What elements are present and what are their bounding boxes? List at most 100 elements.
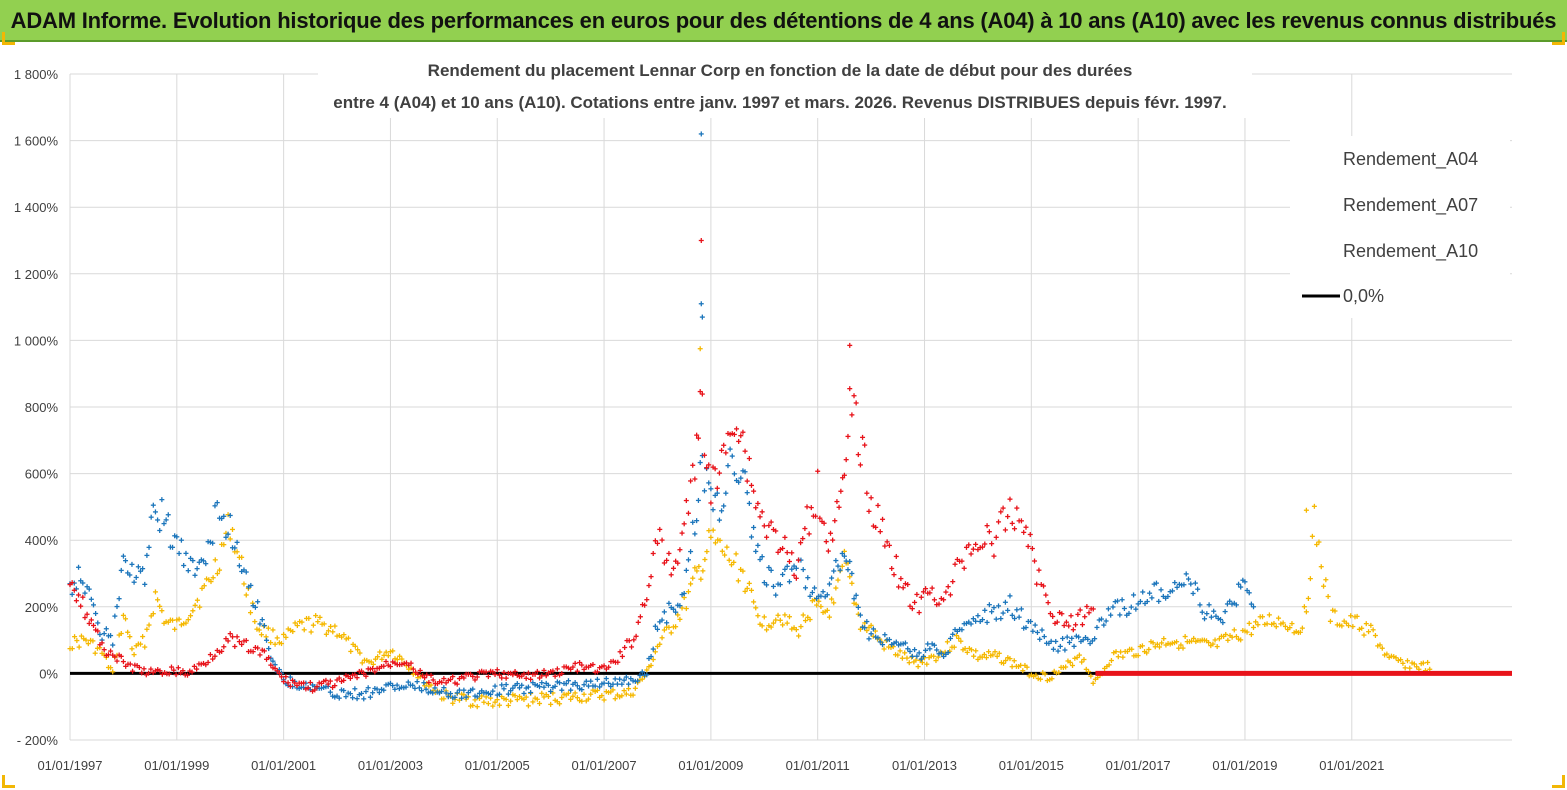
- data-point-rendement-a10: [574, 668, 580, 674]
- data-point-rendement-a07: [706, 480, 712, 486]
- data-point-rendement-a07: [266, 646, 272, 652]
- data-point-rendement-a07: [110, 642, 116, 648]
- data-point-rendement-a04: [217, 567, 223, 573]
- data-point-rendement-a10: [688, 478, 694, 484]
- data-point-rendement-a10: [896, 584, 902, 590]
- data-point-rendement-a10: [1082, 614, 1088, 620]
- data-point-rendement-a04: [800, 612, 806, 618]
- data-point-rendement-a04: [559, 695, 565, 701]
- data-point-rendement-a10: [968, 551, 974, 557]
- data-point-rendement-a04: [666, 624, 672, 630]
- data-point-rendement-a10: [840, 475, 846, 481]
- data-point-rendement-a04: [648, 662, 654, 668]
- data-point-rendement-a07: [1236, 581, 1242, 587]
- x-tick-label: 01/01/2015: [999, 758, 1064, 773]
- data-point-rendement-a07: [824, 592, 830, 598]
- data-point-rendement-a07: [697, 460, 703, 466]
- data-point-rendement-a04: [140, 634, 146, 640]
- data-point-rendement-a10: [823, 539, 829, 545]
- data-point-rendement-a10: [417, 667, 423, 673]
- data-point-rendement-a07: [80, 580, 86, 586]
- data-point-rendement-a10: [474, 674, 480, 680]
- data-point-rendement-a07: [719, 508, 725, 514]
- data-point-rendement-a04: [394, 657, 400, 663]
- data-point-rendement-a04: [557, 701, 563, 707]
- data-point-rendement-a07: [947, 635, 953, 641]
- data-point-rendement-a07: [606, 680, 612, 686]
- data-point-rendement-a10: [383, 659, 389, 665]
- data-point-rendement-a10: [916, 610, 922, 616]
- data-point-rendement-a10: [830, 537, 836, 543]
- data-point-rendement-a04: [565, 690, 571, 696]
- data-point-rendement-a07: [452, 694, 458, 700]
- data-point-rendement-a10: [679, 530, 685, 536]
- data-point-rendement-a07: [152, 509, 158, 515]
- data-point-rendement-a07: [784, 563, 790, 569]
- data-point-rendement-a07: [1014, 607, 1020, 613]
- data-point-rendement-a07: [496, 691, 502, 697]
- data-point-rendement-a10: [982, 541, 988, 547]
- banner: ADAM Informe. Evolution historique des p…: [0, 0, 1567, 42]
- data-point-rendement-a04: [188, 613, 194, 619]
- data-point-rendement-a07: [225, 531, 231, 537]
- data-point-rendement-a07: [998, 616, 1004, 622]
- data-point-rendement-a10: [775, 549, 781, 555]
- data-point-rendement-a07: [90, 602, 96, 608]
- data-point-rendement-a04: [379, 656, 385, 662]
- data-point-rendement-a07: [439, 688, 445, 694]
- data-point-rendement-a04: [895, 652, 901, 658]
- data-point-rendement-a10: [945, 584, 951, 590]
- data-point-rendement-a07: [419, 688, 425, 694]
- corner-mark-bottom-right: [1552, 775, 1565, 788]
- data-point-rendement-a10: [1077, 607, 1083, 613]
- data-point-rendement-a04: [503, 696, 509, 702]
- data-point-rendement-a10: [753, 505, 759, 511]
- data-point-rendement-a07: [157, 527, 163, 533]
- data-point-rendement-a10: [650, 550, 656, 556]
- data-point-rendement-a10: [191, 663, 197, 669]
- data-point-rendement-a07: [866, 636, 872, 642]
- data-point-rendement-a10: [381, 663, 387, 669]
- data-point-rendement-a07: [681, 590, 687, 596]
- data-point-rendement-a04: [359, 660, 365, 666]
- x-tick-label: 01/01/2003: [358, 758, 423, 773]
- data-point-rendement-a07: [688, 549, 694, 555]
- x-tick-label: 01/01/2007: [572, 758, 637, 773]
- data-point-rendement-a04: [545, 694, 551, 700]
- data-point-rendement-a10: [795, 557, 801, 563]
- data-point-rendement-a07: [194, 566, 200, 572]
- data-point-rendement-a07: [1076, 634, 1082, 640]
- data-point-rendement-a07: [677, 603, 683, 609]
- data-point-rendement-a10: [993, 534, 999, 540]
- banner-title: ADAM Informe. Evolution historique des p…: [10, 8, 1557, 33]
- data-point-rendement-a04: [1363, 621, 1369, 627]
- data-point-rendement-a10: [594, 669, 600, 675]
- data-point-rendement-a10: [336, 675, 342, 681]
- data-point-rendement-a04: [1067, 659, 1073, 665]
- data-point-rendement-a10: [84, 611, 90, 617]
- data-point-rendement-a04: [239, 554, 245, 560]
- data-point-rendement-a10: [780, 545, 786, 551]
- data-point-rendement-a04: [1303, 609, 1309, 615]
- data-point-rendement-a07: [902, 640, 908, 646]
- x-tick-label: 01/01/1997: [37, 758, 102, 773]
- data-point-rendement-a10: [250, 649, 256, 655]
- data-point-rendement-a04: [1144, 650, 1150, 656]
- data-point-rendement-a07: [782, 566, 788, 572]
- data-point-rendement-a10: [173, 672, 179, 678]
- data-point-rendement-a04: [230, 526, 236, 532]
- data-point-rendement-a10: [849, 412, 855, 418]
- data-point-rendement-a10: [841, 472, 847, 478]
- data-point-rendement-a04: [1420, 660, 1426, 666]
- data-point-rendement-a04: [1081, 657, 1087, 663]
- data-point-rendement-a07: [1153, 580, 1159, 586]
- data-point-rendement-a07: [350, 695, 356, 701]
- data-point-rendement-a07: [708, 486, 714, 492]
- data-point-rendement-a04: [1402, 665, 1408, 671]
- data-point-rendement-a07: [1149, 595, 1155, 601]
- data-point-rendement-a04: [1321, 583, 1327, 589]
- data-point-rendement-a04: [694, 568, 700, 574]
- data-point-rendement-a04: [675, 612, 681, 618]
- data-point-rendement-a07: [1238, 584, 1244, 590]
- data-point-rendement-a10: [996, 519, 1002, 525]
